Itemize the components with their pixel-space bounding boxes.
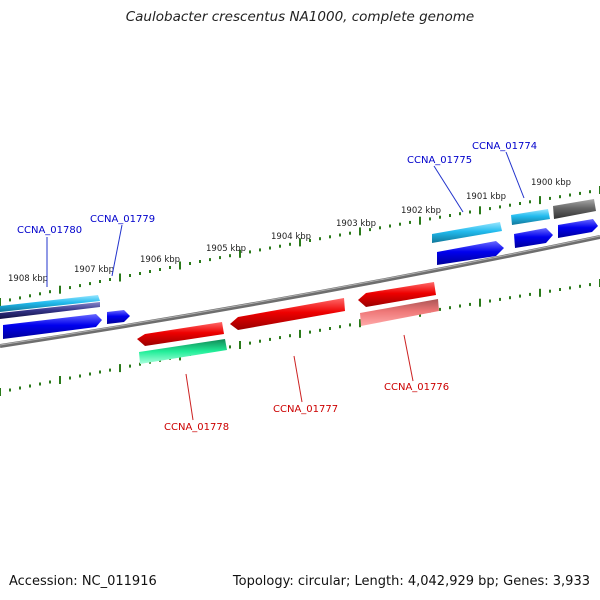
genome-summary-text: Topology: circular; Length: 4,042,929 bp… (232, 574, 590, 589)
feature-CCNA_01777[interactable] (230, 298, 345, 330)
gene-label-CCNA_01776[interactable]: CCNA_01776 (384, 382, 449, 393)
feature-CCNA_01774-cyan (511, 209, 550, 225)
feature-gray-block[interactable] (553, 199, 596, 219)
gene-label-CCNA_01779[interactable]: CCNA_01779 (90, 214, 155, 225)
feature-CCNA_01775[interactable] (432, 222, 504, 265)
outer-scale-ticks (0, 186, 600, 306)
feature-CCNA_01779[interactable] (107, 310, 130, 324)
leader-line (505, 151, 525, 199)
leader-line (111, 224, 123, 277)
feature-CCNA_01780-cyan (0, 295, 100, 312)
scale-label: 1902 kbp (401, 206, 441, 216)
accession-text: Accession: NC_011916 (9, 574, 157, 589)
scale-label: 1901 kbp (466, 192, 506, 202)
scale-label: 1904 kbp (271, 232, 311, 242)
leader-line (403, 334, 414, 382)
map-title: Caulobacter crescentus NA1000, complete … (125, 9, 475, 25)
scale-label: 1905 kbp (206, 244, 246, 254)
gene-label-CCNA_01780[interactable]: CCNA_01780 (17, 225, 82, 236)
gene-label-CCNA_01777[interactable]: CCNA_01777 (273, 404, 338, 415)
genome-backbone (0, 235, 600, 348)
gene-label-CCNA_01778[interactable]: CCNA_01778 (164, 422, 229, 433)
gene-label-CCNA_01775[interactable]: CCNA_01775 (407, 155, 472, 166)
feature-CCNA_01776[interactable] (358, 282, 436, 307)
gene-label-CCNA_01774[interactable]: CCNA_01774 (472, 141, 537, 152)
feature-CCNA_01775-cyan (432, 222, 502, 243)
feature-CCNA_01774-blue (514, 228, 553, 248)
scale-label: 1906 kbp (140, 255, 180, 265)
feature-right-blue[interactable] (558, 219, 598, 238)
feature-CCNA_01780[interactable] (0, 295, 102, 339)
leader-line (293, 355, 303, 403)
leader-line (433, 165, 464, 213)
scale-label: 1903 kbp (336, 219, 376, 229)
feature-CCNA_01778[interactable] (137, 322, 224, 346)
feature-CCNA_01775-blue (437, 241, 504, 265)
feature-CCNA_01776-rna[interactable] (360, 299, 439, 326)
feature-CCNA_01780-navy (0, 302, 100, 319)
feature-CCNA_01774[interactable] (511, 209, 553, 248)
scale-label: 1908 kbp (8, 274, 48, 284)
feature-CCNA_01778-misc[interactable] (139, 339, 227, 364)
feature-CCNA_01780-blue (3, 314, 102, 339)
scale-label: 1907 kbp (74, 265, 114, 275)
scale-label: 1900 kbp (531, 178, 571, 188)
genome-backbone-highlight (0, 235, 600, 346)
leader-line (185, 373, 194, 421)
